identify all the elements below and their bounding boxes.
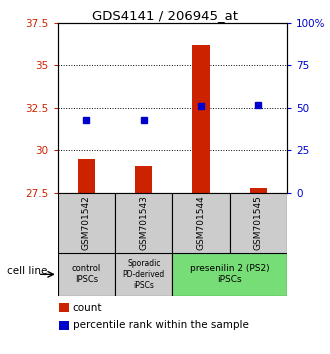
- Text: GSM701543: GSM701543: [139, 195, 148, 251]
- Bar: [58, 253, 115, 296]
- Bar: [59, 303, 69, 312]
- Bar: [173, 253, 287, 296]
- Bar: [173, 193, 230, 253]
- Text: presenilin 2 (PS2)
iPSCs: presenilin 2 (PS2) iPSCs: [190, 264, 270, 284]
- Text: control
IPSCs: control IPSCs: [72, 264, 101, 284]
- Text: GDS4141 / 206945_at: GDS4141 / 206945_at: [92, 9, 238, 22]
- Text: percentile rank within the sample: percentile rank within the sample: [73, 320, 248, 330]
- Bar: [115, 193, 173, 253]
- Bar: [250, 188, 267, 193]
- Text: count: count: [73, 303, 102, 313]
- Text: GSM701544: GSM701544: [197, 196, 206, 250]
- Bar: [192, 45, 210, 193]
- Text: GSM701542: GSM701542: [82, 196, 91, 250]
- Bar: [230, 193, 287, 253]
- Bar: [59, 320, 69, 330]
- Text: GSM701545: GSM701545: [254, 195, 263, 251]
- Bar: [58, 193, 115, 253]
- Bar: [78, 159, 95, 193]
- Bar: [115, 253, 173, 296]
- Bar: [135, 166, 152, 193]
- Text: cell line: cell line: [7, 266, 47, 276]
- Text: Sporadic
PD-derived
iPSCs: Sporadic PD-derived iPSCs: [123, 259, 165, 290]
